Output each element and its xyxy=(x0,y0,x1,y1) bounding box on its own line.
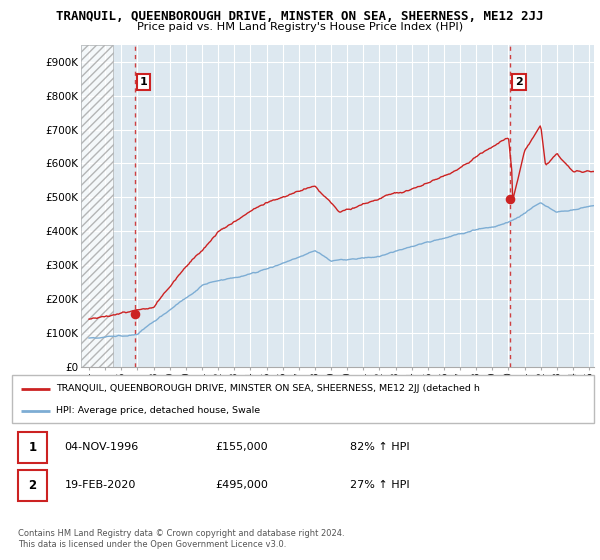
Text: 1: 1 xyxy=(140,77,148,87)
Text: 04-NOV-1996: 04-NOV-1996 xyxy=(64,442,139,452)
Point xyxy=(130,310,140,319)
Point xyxy=(506,194,515,203)
Text: £495,000: £495,000 xyxy=(216,480,269,490)
FancyBboxPatch shape xyxy=(12,375,594,423)
Text: 27% ↑ HPI: 27% ↑ HPI xyxy=(350,480,409,490)
FancyBboxPatch shape xyxy=(18,432,47,463)
Text: 2: 2 xyxy=(515,77,523,87)
Text: 1: 1 xyxy=(28,441,37,454)
Text: Contains HM Land Registry data © Crown copyright and database right 2024.
This d: Contains HM Land Registry data © Crown c… xyxy=(18,529,344,549)
Text: Price paid vs. HM Land Registry's House Price Index (HPI): Price paid vs. HM Land Registry's House … xyxy=(137,22,463,32)
Bar xyxy=(81,45,113,367)
FancyBboxPatch shape xyxy=(18,470,47,501)
Text: HPI: Average price, detached house, Swale: HPI: Average price, detached house, Swal… xyxy=(56,407,260,416)
Text: £155,000: £155,000 xyxy=(216,442,268,452)
Text: 2: 2 xyxy=(28,479,37,492)
Text: 19-FEB-2020: 19-FEB-2020 xyxy=(64,480,136,490)
Text: TRANQUIL, QUEENBOROUGH DRIVE, MINSTER ON SEA, SHEERNESS, ME12 2JJ (detached h: TRANQUIL, QUEENBOROUGH DRIVE, MINSTER ON… xyxy=(56,384,479,393)
Text: 82% ↑ HPI: 82% ↑ HPI xyxy=(350,442,409,452)
Text: TRANQUIL, QUEENBOROUGH DRIVE, MINSTER ON SEA, SHEERNESS, ME12 2JJ: TRANQUIL, QUEENBOROUGH DRIVE, MINSTER ON… xyxy=(56,10,544,23)
